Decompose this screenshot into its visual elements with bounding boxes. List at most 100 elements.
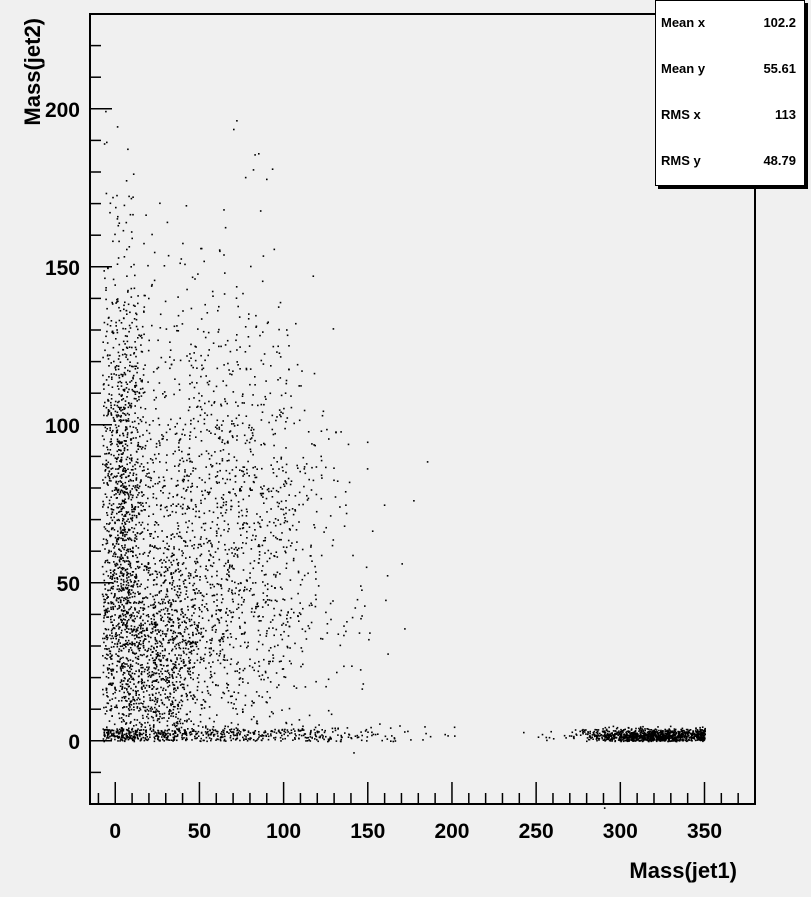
data-point <box>114 635 117 638</box>
data-point <box>364 605 366 607</box>
data-point <box>227 684 230 686</box>
data-point <box>128 592 130 595</box>
data-point <box>127 671 130 673</box>
data-point <box>286 334 289 337</box>
data-point <box>189 574 192 577</box>
data-point <box>155 649 157 652</box>
data-point <box>211 594 214 597</box>
data-point <box>179 681 181 683</box>
data-point <box>158 721 161 724</box>
data-point <box>135 630 137 633</box>
data-point <box>120 456 123 459</box>
data-point <box>192 634 194 637</box>
data-point <box>128 324 131 327</box>
data-point <box>149 544 152 546</box>
data-point <box>279 573 281 575</box>
data-point <box>127 518 129 521</box>
data-point <box>114 555 117 558</box>
data-point <box>281 668 284 670</box>
data-point <box>142 455 144 458</box>
data-point <box>239 368 241 370</box>
data-point <box>116 331 119 334</box>
data-point <box>116 654 119 657</box>
data-point <box>250 718 253 721</box>
data-point <box>138 649 141 652</box>
data-point <box>161 562 164 564</box>
data-point <box>116 126 119 128</box>
data-point <box>209 670 212 673</box>
data-point <box>108 720 111 722</box>
data-point <box>116 660 119 663</box>
data-point <box>147 668 150 670</box>
data-point <box>159 634 162 637</box>
data-point <box>278 502 280 505</box>
data-point <box>195 733 198 735</box>
data-point <box>137 441 140 444</box>
data-point <box>266 599 269 601</box>
data-point <box>130 539 133 542</box>
data-point <box>124 493 126 496</box>
data-point <box>118 617 120 619</box>
data-point <box>147 264 149 267</box>
data-point <box>127 572 129 575</box>
data-point <box>117 456 119 459</box>
data-point <box>139 388 142 390</box>
data-point <box>254 466 256 468</box>
data-point <box>174 687 176 690</box>
data-point <box>131 737 134 740</box>
data-point <box>149 533 151 535</box>
data-point <box>177 596 180 599</box>
data-point <box>286 417 289 419</box>
data-point <box>115 625 118 627</box>
data-point <box>149 486 151 489</box>
data-point <box>172 453 175 455</box>
data-point <box>134 732 137 735</box>
data-point <box>189 734 192 736</box>
data-point <box>699 726 701 729</box>
data-point <box>267 487 270 490</box>
data-point <box>188 398 190 400</box>
data-point <box>274 736 277 739</box>
data-point <box>194 515 197 518</box>
data-point <box>176 686 179 689</box>
data-point <box>249 448 252 451</box>
data-point <box>147 605 150 608</box>
data-point <box>148 432 151 435</box>
data-point <box>134 412 136 414</box>
data-point <box>106 658 108 660</box>
data-point <box>328 438 330 440</box>
data-point <box>214 451 216 453</box>
data-point <box>169 341 171 343</box>
data-point <box>269 621 272 623</box>
data-point <box>156 576 158 579</box>
data-point <box>167 608 169 610</box>
data-point <box>120 537 122 540</box>
data-point <box>135 437 137 439</box>
data-point <box>131 237 133 240</box>
data-point <box>220 578 223 580</box>
data-point <box>273 248 276 251</box>
data-point <box>175 432 178 435</box>
data-point <box>120 585 123 587</box>
data-point <box>279 614 282 617</box>
data-point <box>127 369 129 372</box>
data-point <box>112 669 114 672</box>
data-point <box>175 600 177 602</box>
data-point <box>105 496 108 498</box>
data-point <box>232 391 235 393</box>
data-point <box>170 418 172 421</box>
data-point <box>218 328 220 331</box>
data-point <box>238 593 240 596</box>
data-point <box>241 633 243 635</box>
data-point <box>123 526 126 529</box>
data-point <box>199 576 201 578</box>
data-point <box>172 683 174 686</box>
data-point <box>702 733 705 735</box>
data-point <box>135 686 137 688</box>
data-point <box>137 337 139 339</box>
data-point <box>237 661 239 664</box>
data-point <box>119 480 122 482</box>
data-point <box>253 731 255 734</box>
data-point <box>137 591 139 593</box>
data-point <box>262 331 264 333</box>
